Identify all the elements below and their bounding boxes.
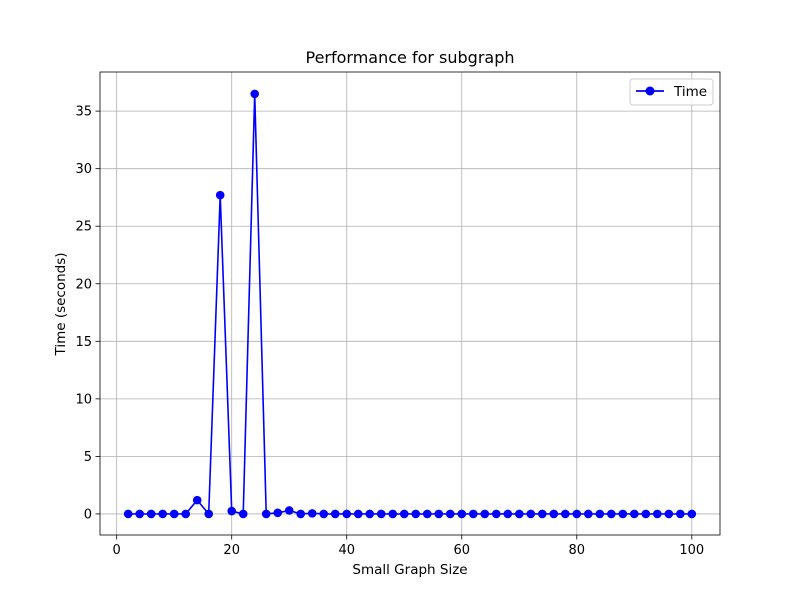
data-point [664, 509, 674, 519]
y-axis-label: Time (seconds) [53, 252, 69, 356]
data-point [376, 509, 386, 519]
data-point [135, 509, 144, 519]
y-tick-label: 35 [75, 105, 92, 120]
data-point [411, 509, 421, 519]
data-point [606, 509, 616, 519]
legend-marker-sample [645, 86, 655, 96]
data-point [480, 509, 490, 519]
data-point [618, 509, 628, 519]
y-tick-label: 10 [75, 392, 92, 407]
data-point [537, 509, 547, 519]
data-point [630, 509, 639, 519]
data-point [514, 509, 524, 519]
data-point [676, 509, 685, 519]
data-point [284, 506, 294, 515]
data-point [549, 509, 559, 519]
data-point [422, 509, 432, 519]
data-point [227, 506, 237, 516]
data-point [261, 509, 271, 519]
data-point [330, 509, 340, 519]
data-point [595, 509, 605, 519]
data-point [687, 509, 697, 519]
data-point [560, 509, 570, 519]
data-point [399, 509, 409, 519]
data-point [146, 509, 156, 519]
x-tick-label: 20 [223, 543, 240, 558]
legend-entry-time: Time [673, 84, 707, 100]
x-tick-label: 100 [679, 543, 704, 558]
data-point [273, 508, 283, 518]
y-tick-label: 5 [84, 450, 92, 465]
axes [99, 71, 721, 536]
data-point [445, 509, 455, 519]
data-point [238, 509, 248, 519]
data-point [319, 509, 329, 519]
data-point [250, 89, 260, 99]
y-tick-label: 25 [75, 220, 92, 235]
data-point [641, 509, 651, 519]
x-tick-label: 80 [569, 543, 586, 558]
data-point [526, 509, 536, 519]
y-tick-label: 0 [84, 507, 92, 522]
y-tick-label: 30 [75, 162, 92, 177]
ticks: 0 20 40 60 80 100 0 5 10 15 20 25 30 35 [75, 105, 704, 558]
data-point [158, 509, 167, 519]
legend: Time [629, 78, 714, 106]
series-layer [123, 89, 697, 519]
data-point [204, 509, 214, 519]
data-point [653, 509, 662, 519]
data-point [503, 509, 513, 519]
y-tick-label: 15 [75, 335, 92, 350]
data-point [123, 509, 133, 519]
plot-frame [99, 71, 721, 536]
data-point [296, 509, 306, 519]
data-point [457, 509, 467, 519]
data-point [181, 509, 190, 519]
grid [100, 72, 720, 535]
data-point [583, 509, 593, 519]
x-tick-label: 0 [113, 543, 121, 558]
x-tick-label: 40 [338, 543, 355, 558]
x-axis-label: Small Graph Size [352, 562, 467, 578]
y-tick-label: 20 [75, 277, 92, 292]
chart-title: Performance for subgraph [305, 48, 514, 67]
data-point [388, 509, 398, 519]
data-point [491, 509, 501, 519]
data-point [572, 509, 582, 519]
data-point [307, 509, 317, 518]
data-point [434, 509, 444, 519]
data-point [353, 509, 363, 519]
data-point [192, 495, 202, 505]
data-point [365, 509, 375, 519]
data-point [215, 190, 225, 200]
x-tick-label: 60 [453, 543, 470, 558]
data-point [342, 509, 352, 519]
legend-box [629, 78, 714, 106]
data-point [169, 509, 179, 519]
data-point [468, 509, 478, 519]
